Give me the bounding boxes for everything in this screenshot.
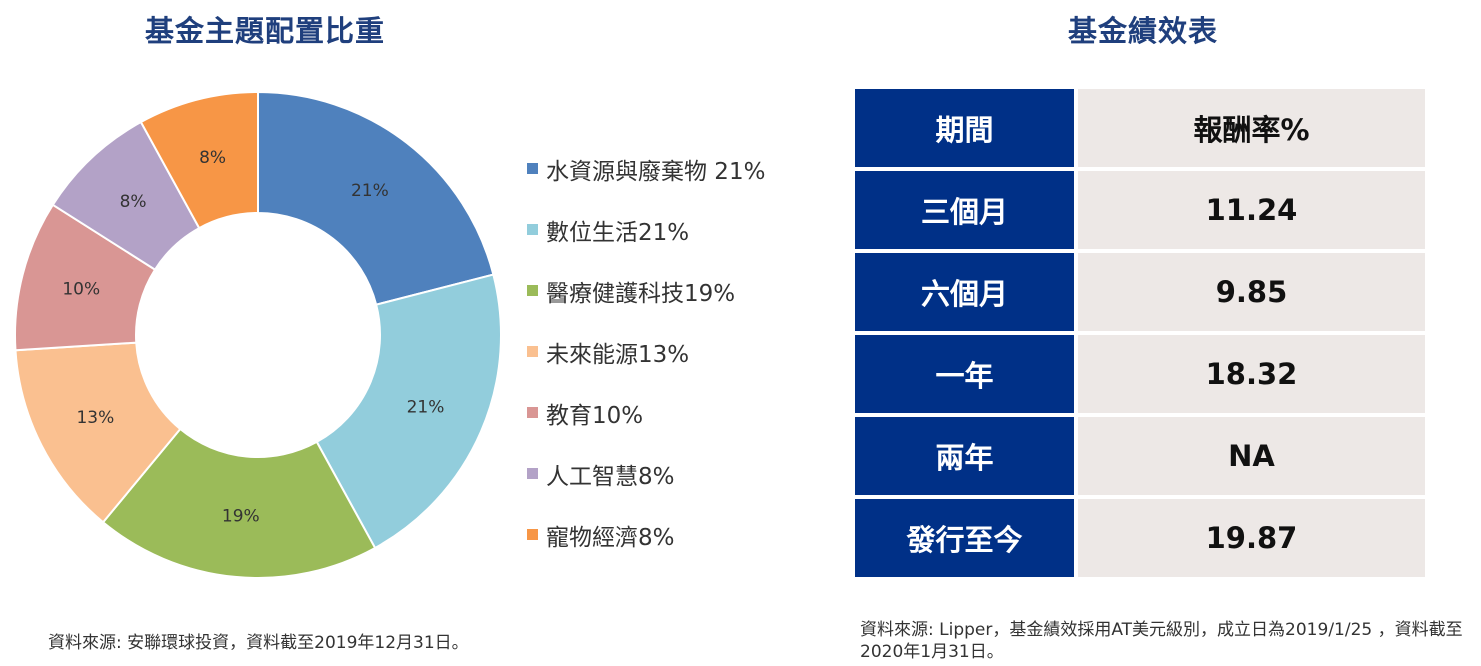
slice-data-label: 21% <box>407 397 445 417</box>
legend-item: 醫療健護科技19% <box>527 260 765 321</box>
slice-data-label: 19% <box>222 507 260 527</box>
legend-swatch <box>527 285 538 296</box>
chart-title: 基金主題配置比重 <box>145 14 386 48</box>
legend-swatch <box>527 346 538 357</box>
slice-data-label: 8% <box>199 148 226 168</box>
legend-swatch <box>527 163 538 174</box>
return-cell: 9.85 <box>1074 249 1429 335</box>
legend-item: 寵物經濟8% <box>527 504 765 565</box>
donut-chart: 21% 21% 19% 13% 10% 8% 8% <box>14 90 502 579</box>
slice-data-label: 10% <box>62 280 100 300</box>
legend-swatch <box>527 224 538 235</box>
legend-swatch <box>527 407 538 418</box>
header-period: 期間 <box>851 85 1078 171</box>
legend-item: 水資源與廢棄物 21% <box>527 138 765 199</box>
period-cell: 一年 <box>851 331 1078 417</box>
legend-item: 數位生活21% <box>527 199 765 260</box>
legend-label: 水資源與廢棄物 21% <box>546 158 766 185</box>
performance-table: 期間 報酬率% 三個月 11.24 六個月 9.85 一年 18.32 兩年 N… <box>851 85 1429 581</box>
slice-data-label: 13% <box>76 408 114 428</box>
table-row: 兩年 NA <box>851 413 1429 499</box>
period-cell: 發行至今 <box>851 495 1078 581</box>
slice-data-label: 21% <box>351 181 389 201</box>
legend-item: 未來能源13% <box>527 321 765 382</box>
period-cell: 三個月 <box>851 167 1078 253</box>
period-cell: 六個月 <box>851 249 1078 335</box>
legend-label: 人工智慧8% <box>546 463 675 490</box>
table-row: 發行至今 19.87 <box>851 495 1429 581</box>
donut-slice <box>315 273 502 550</box>
table-row: 三個月 11.24 <box>851 167 1429 253</box>
table-row: 一年 18.32 <box>851 331 1429 417</box>
chart-source-note: 資料來源: 安聯環球投資，資料截至2019年12月31日。 <box>48 633 469 653</box>
return-cell: 18.32 <box>1074 331 1429 417</box>
donut-slice <box>101 427 377 579</box>
donut-slice <box>14 341 182 524</box>
legend-label: 醫療健護科技19% <box>546 280 736 307</box>
legend-label: 數位生活21% <box>546 219 690 246</box>
table-header-row: 期間 報酬率% <box>851 85 1429 171</box>
chart-legend: 水資源與廢棄物 21% 數位生活21% 醫療健護科技19% 未來能源13% 教育… <box>527 138 765 565</box>
return-cell: 19.87 <box>1074 495 1429 581</box>
donut-slice <box>139 90 259 230</box>
legend-swatch <box>527 468 538 479</box>
legend-label: 教育10% <box>546 402 644 429</box>
table-row: 六個月 9.85 <box>851 249 1429 335</box>
donut-slice <box>257 90 495 306</box>
table-title: 基金績效表 <box>1068 14 1219 48</box>
period-cell: 兩年 <box>851 413 1078 499</box>
legend-label: 未來能源13% <box>546 341 690 368</box>
legend-swatch <box>527 529 538 540</box>
header-return: 報酬率% <box>1074 85 1429 171</box>
return-cell: 11.24 <box>1074 167 1429 253</box>
legend-label: 寵物經濟8% <box>546 524 675 551</box>
legend-item: 教育10% <box>527 382 765 443</box>
table-source-note: 資料來源: Lipper，基金績效採用AT美元級別，成立日為2019/1/25 … <box>860 620 1463 662</box>
slice-data-label: 8% <box>120 192 147 212</box>
legend-item: 人工智慧8% <box>527 443 765 504</box>
return-cell: NA <box>1074 413 1429 499</box>
